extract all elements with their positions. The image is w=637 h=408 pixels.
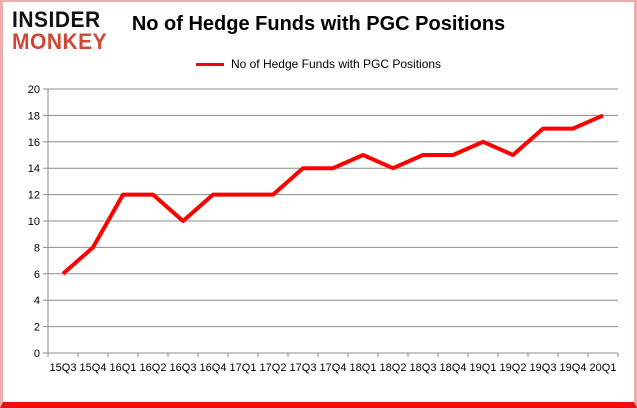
x-axis-label: 16Q3 <box>170 362 197 374</box>
chart-title: No of Hedge Funds with PGC Positions <box>131 13 506 35</box>
legend-line-icon <box>195 62 224 66</box>
x-axis-label: 18Q3 <box>410 362 437 374</box>
line-chart-canvas: 0 2 4 6 8 10 12 14 16 18 20 15Q3 15Q4 16Q1 16Q2 16Q3 16Q… <box>28 84 619 374</box>
y-axis-label: 10 <box>28 216 40 228</box>
chart-legend: No of Hedge Funds with PGC Positions <box>3 57 634 71</box>
x-axis-label: 19Q2 <box>500 362 527 374</box>
y-axis-label: 6 <box>34 269 40 281</box>
x-axis-label: 17Q1 <box>230 362 257 374</box>
x-axis-label: 18Q4 <box>440 362 467 374</box>
x-axis-label: 19Q4 <box>560 362 587 374</box>
data-line-series <box>61 113 604 276</box>
x-axis-label: 17Q4 <box>320 362 347 374</box>
x-axis-label: 16Q1 <box>110 362 137 374</box>
brand-line-insider: INSIDER <box>12 7 101 33</box>
x-axis-label: 17Q3 <box>290 362 317 374</box>
y-axis-label: 16 <box>28 137 40 149</box>
x-axis-label: 16Q4 <box>200 362 227 374</box>
brand-line-monkey: MONKEY <box>12 30 108 55</box>
x-axis-label: 19Q3 <box>530 362 557 374</box>
y-axis-label: 12 <box>28 190 40 202</box>
x-axis-label: 20Q1 <box>590 362 617 374</box>
y-axis-label: 14 <box>28 163 40 175</box>
x-axis-label: 18Q2 <box>380 362 407 374</box>
x-axis-label: 19Q1 <box>470 362 497 374</box>
x-axis-label: 18Q1 <box>350 362 377 374</box>
x-axis-label: 15Q4 <box>80 362 107 374</box>
x-axis-label: 15Q3 <box>50 362 77 374</box>
y-axis-label: 20 <box>28 84 40 96</box>
y-axis-label: 0 <box>34 348 40 360</box>
y-axis-label: 8 <box>34 242 40 254</box>
x-axis-label: 17Q2 <box>260 362 287 374</box>
brand-logo: INSIDER MONKEY <box>12 9 107 53</box>
y-axis-label: 18 <box>28 110 40 122</box>
y-axis-label: 2 <box>34 322 40 334</box>
x-axis-label: 16Q2 <box>140 362 167 374</box>
y-axis-label: 4 <box>34 295 40 307</box>
legend-label: No of Hedge Funds with PGC Positions <box>230 57 442 71</box>
